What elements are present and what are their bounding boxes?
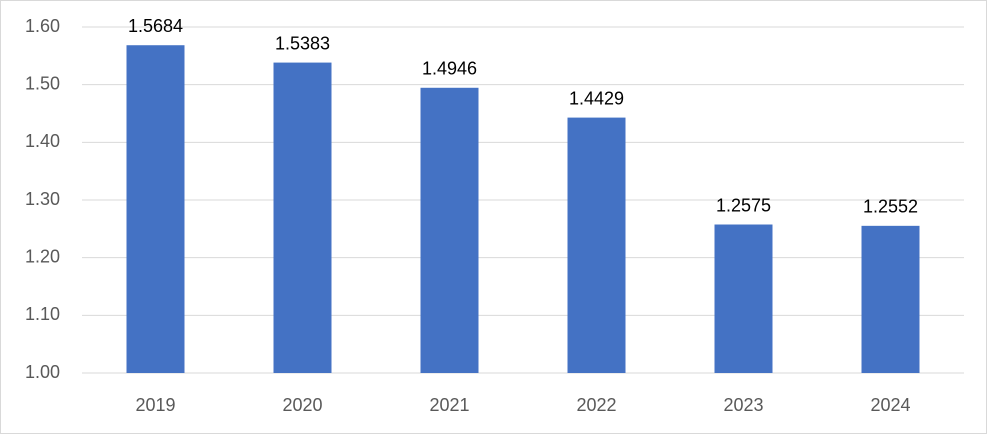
x-tick-label: 2024 <box>870 395 910 415</box>
y-tick-label: 1.00 <box>25 362 60 382</box>
y-tick-label: 1.10 <box>25 304 60 324</box>
value-label: 1.2552 <box>863 197 918 217</box>
x-tick-label: 2022 <box>576 395 616 415</box>
y-tick-label: 1.20 <box>25 246 60 266</box>
y-tick-label: 1.50 <box>25 73 60 93</box>
bar <box>126 45 185 374</box>
value-label: 1.4429 <box>569 88 624 108</box>
bar <box>567 117 626 373</box>
x-tick-label: 2020 <box>282 395 322 415</box>
bar <box>861 225 920 373</box>
bar <box>273 62 332 374</box>
value-label: 1.5383 <box>275 33 330 53</box>
y-tick-label: 1.40 <box>25 131 60 151</box>
value-label: 1.4946 <box>422 59 477 79</box>
value-label: 1.2575 <box>716 195 771 215</box>
x-tick-label: 2019 <box>135 395 175 415</box>
y-tick-label: 1.30 <box>25 189 60 209</box>
bar <box>420 87 479 373</box>
value-label: 1.5684 <box>128 16 183 36</box>
x-tick-label: 2021 <box>429 395 469 415</box>
bar <box>714 224 773 373</box>
x-tick-label: 2023 <box>723 395 763 415</box>
y-tick-label: 1.60 <box>25 16 60 36</box>
